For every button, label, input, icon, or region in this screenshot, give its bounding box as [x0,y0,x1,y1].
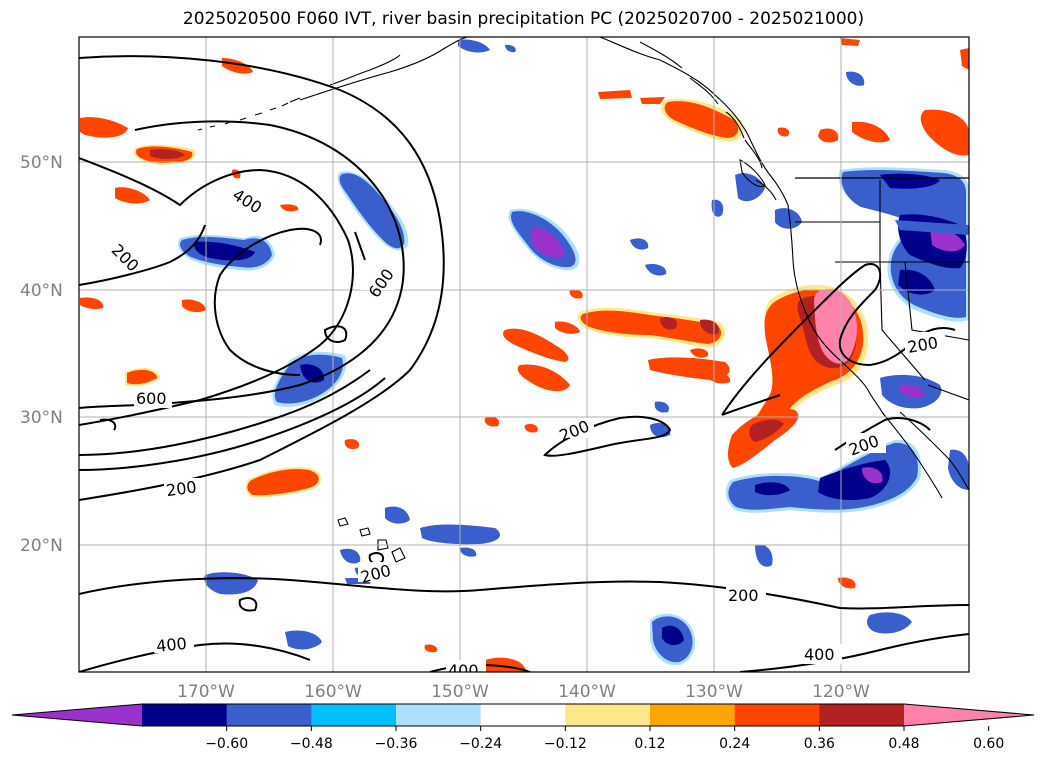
lon-label-150w: 150°W [431,682,489,702]
colorbar-tick-label: 0.24 [719,736,750,752]
colorbar-segment [142,704,228,726]
contour-label: 600 [136,389,167,408]
colorbar-segment [226,704,312,726]
colorbar-extend-min [12,704,142,726]
lon-label-120w: 120°W [812,682,870,702]
contour-label: 200 [728,586,759,605]
lat-label-30n: 30°N [20,408,63,428]
contour-label: 400 [155,634,187,656]
colorbar-tick-label: −0.36 [375,736,418,752]
colorbar-tick-label: −0.24 [459,736,502,752]
colorbar-segment [480,704,566,726]
contour-label: 200 [165,477,198,500]
positive-precip-regions [80,38,969,672]
colorbar-tick-label: 0.60 [973,736,1004,752]
colorbar-tick-label: −0.60 [205,736,248,752]
contour-label: 400 [448,661,479,680]
colorbar-tick-label: 0.36 [804,736,835,752]
colorbar-tick-label: 0.48 [888,736,919,752]
lat-label-40n: 40°N [20,281,63,301]
map-area: 400 200 600 600 200 200 200 200 200 400 … [79,37,969,680]
colorbar-segment [819,704,905,726]
colorbar-tick-label: −0.12 [544,736,587,752]
lon-label-140w: 140°W [558,682,616,702]
colorbar-segment [565,704,651,726]
colorbar-segment [396,704,482,726]
coastlines [197,37,969,563]
colorbar-outline [11,703,1035,727]
colorbar-tick-label: 0.12 [634,736,665,752]
latitude-labels: 50°N 40°N 30°N 20°N [20,153,63,556]
colorbar-segment [311,704,397,726]
gridlines [79,37,969,672]
colorbar-ticks: −0.60 −0.48 −0.36 −0.24 −0.12 0.12 0.24 0.36 0.4… [205,726,1004,752]
colorbar-segment [734,704,820,726]
map-frame [78,36,970,673]
colorbar-tick-label: −0.48 [290,736,333,752]
lat-label-20n: 20°N [20,536,63,556]
contour-label: 400 [804,645,835,664]
lon-label-170w: 170°W [177,682,235,702]
longitude-labels: 170°W 160°W 150°W 140°W 130°W 120°W [177,682,870,702]
colorbar-extend-max [904,704,1034,726]
colorbar [11,703,1035,727]
colorbar-segment [650,704,736,726]
map-title: 2025020500 F060 IVT, river basin precipi… [182,9,865,29]
lon-label-130w: 130°W [685,682,743,702]
lon-label-160w: 160°W [304,682,362,702]
lat-label-50n: 50°N [20,153,63,173]
